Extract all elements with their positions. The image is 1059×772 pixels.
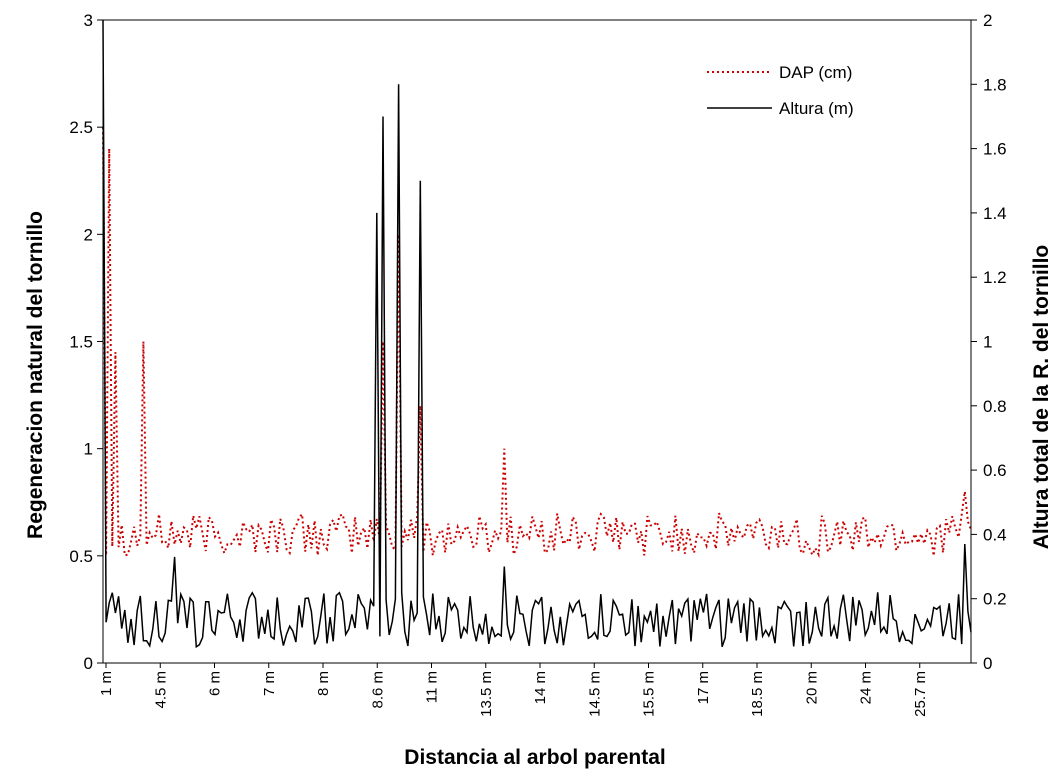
y-tick-label-right: 0.2 xyxy=(983,590,1007,609)
x-tick-label: 14.5 m xyxy=(586,671,603,717)
legend-label-altura: Altura (m) xyxy=(779,99,854,118)
x-tick-label: 6 m xyxy=(207,671,224,696)
y-tick-label-right: 1.6 xyxy=(983,140,1007,159)
axes-layer: 0 0.5 1 1.5 2 2.5 3 0 0.2 0.4 0.6 0.8 1 1.2 1.4 1.6 1.8 2… xyxy=(69,11,1006,717)
y-tick-label-right: 1.8 xyxy=(983,75,1007,94)
x-tick-label: 8.6 m xyxy=(369,671,386,709)
x-tick-label: 18.5 m xyxy=(749,671,766,717)
y-tick-label-left: 3 xyxy=(84,11,93,30)
y-tick-label-left: 2 xyxy=(84,225,93,244)
y-tick-label-right: 0.6 xyxy=(983,461,1007,480)
legend-label-dap: DAP (cm) xyxy=(779,63,852,82)
x-tick-label: 8 m xyxy=(315,671,332,696)
series-layer xyxy=(102,19,972,649)
y-tick-label-right: 0 xyxy=(983,654,992,673)
x-axis-title: Distancia al arbol parental xyxy=(404,746,665,769)
y-tick-label-left: 0 xyxy=(84,654,93,673)
x-tick-label: 11 m xyxy=(424,671,441,703)
x-tick-label: 17 m xyxy=(695,671,712,704)
x-tick-label: 24 m xyxy=(858,671,875,704)
y-tick-label-left: 1 xyxy=(84,440,93,459)
series-line-dap xyxy=(102,127,972,559)
y-tick-label-right: 0.8 xyxy=(983,397,1007,416)
x-tick-label: 14 m xyxy=(532,671,549,704)
y-tick-label-right: 1.4 xyxy=(983,204,1007,223)
y-tick-label-right: 0.4 xyxy=(983,525,1007,544)
x-tick-label: 7 m xyxy=(261,671,278,696)
y-tick-label-left: 1.5 xyxy=(69,333,93,352)
y-tick-label-right: 1.2 xyxy=(983,268,1007,287)
x-tick-label: 4.5 m xyxy=(152,671,169,709)
y-tick-label-left: 2.5 xyxy=(69,118,93,137)
y-axis-title-left: Regeneracion natural del tornillo xyxy=(24,211,47,539)
x-tick-label: 20 m xyxy=(803,671,820,704)
y-tick-label-right: 1 xyxy=(983,333,992,352)
y-tick-label-right: 2 xyxy=(983,11,992,30)
x-tick-label: 25.7 m xyxy=(912,671,929,717)
x-tick-label: 13.5 m xyxy=(478,671,495,717)
y-axis-title-right: Altura total de la R. del tornillo xyxy=(1030,245,1053,550)
y-tick-label-left: 0.5 xyxy=(69,547,93,566)
legend: DAP (cm) Altura (m) xyxy=(707,63,854,118)
x-tick-label: 1 m xyxy=(98,671,115,696)
x-tick-label: 15.5 m xyxy=(641,671,658,717)
series-line-altura xyxy=(102,19,972,649)
